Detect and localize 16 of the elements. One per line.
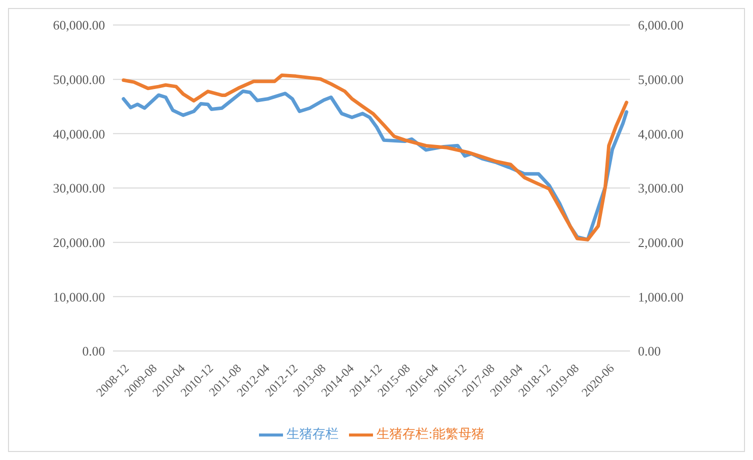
y-tick-label: 20,000.00	[53, 234, 105, 250]
y-tick-label: 40,000.00	[53, 126, 105, 142]
y2-tick-label: 5,000.00	[638, 72, 684, 87]
y2-tick-label: 2,000.00	[638, 234, 684, 250]
legend-label: 生猪存栏:能繁母猪	[376, 426, 484, 441]
y-tick-label: 30,000.00	[53, 180, 105, 196]
y2-tick-label: 4,000.00	[638, 126, 684, 142]
y2-tick-label: 6,000.00	[638, 18, 684, 33]
y-tick-label: 50,000.00	[53, 72, 105, 87]
y-tick-label: 0.00	[82, 344, 105, 359]
legend-label: 生猪存栏	[286, 426, 339, 441]
y2-tick-label: 0.00	[638, 344, 661, 359]
y2-tick-label: 1,000.00	[638, 289, 684, 304]
y-tick-label: 60,000.00	[53, 18, 105, 33]
y2-tick-label: 3,000.00	[638, 180, 684, 196]
y-tick-label: 10,000.00	[53, 289, 105, 304]
